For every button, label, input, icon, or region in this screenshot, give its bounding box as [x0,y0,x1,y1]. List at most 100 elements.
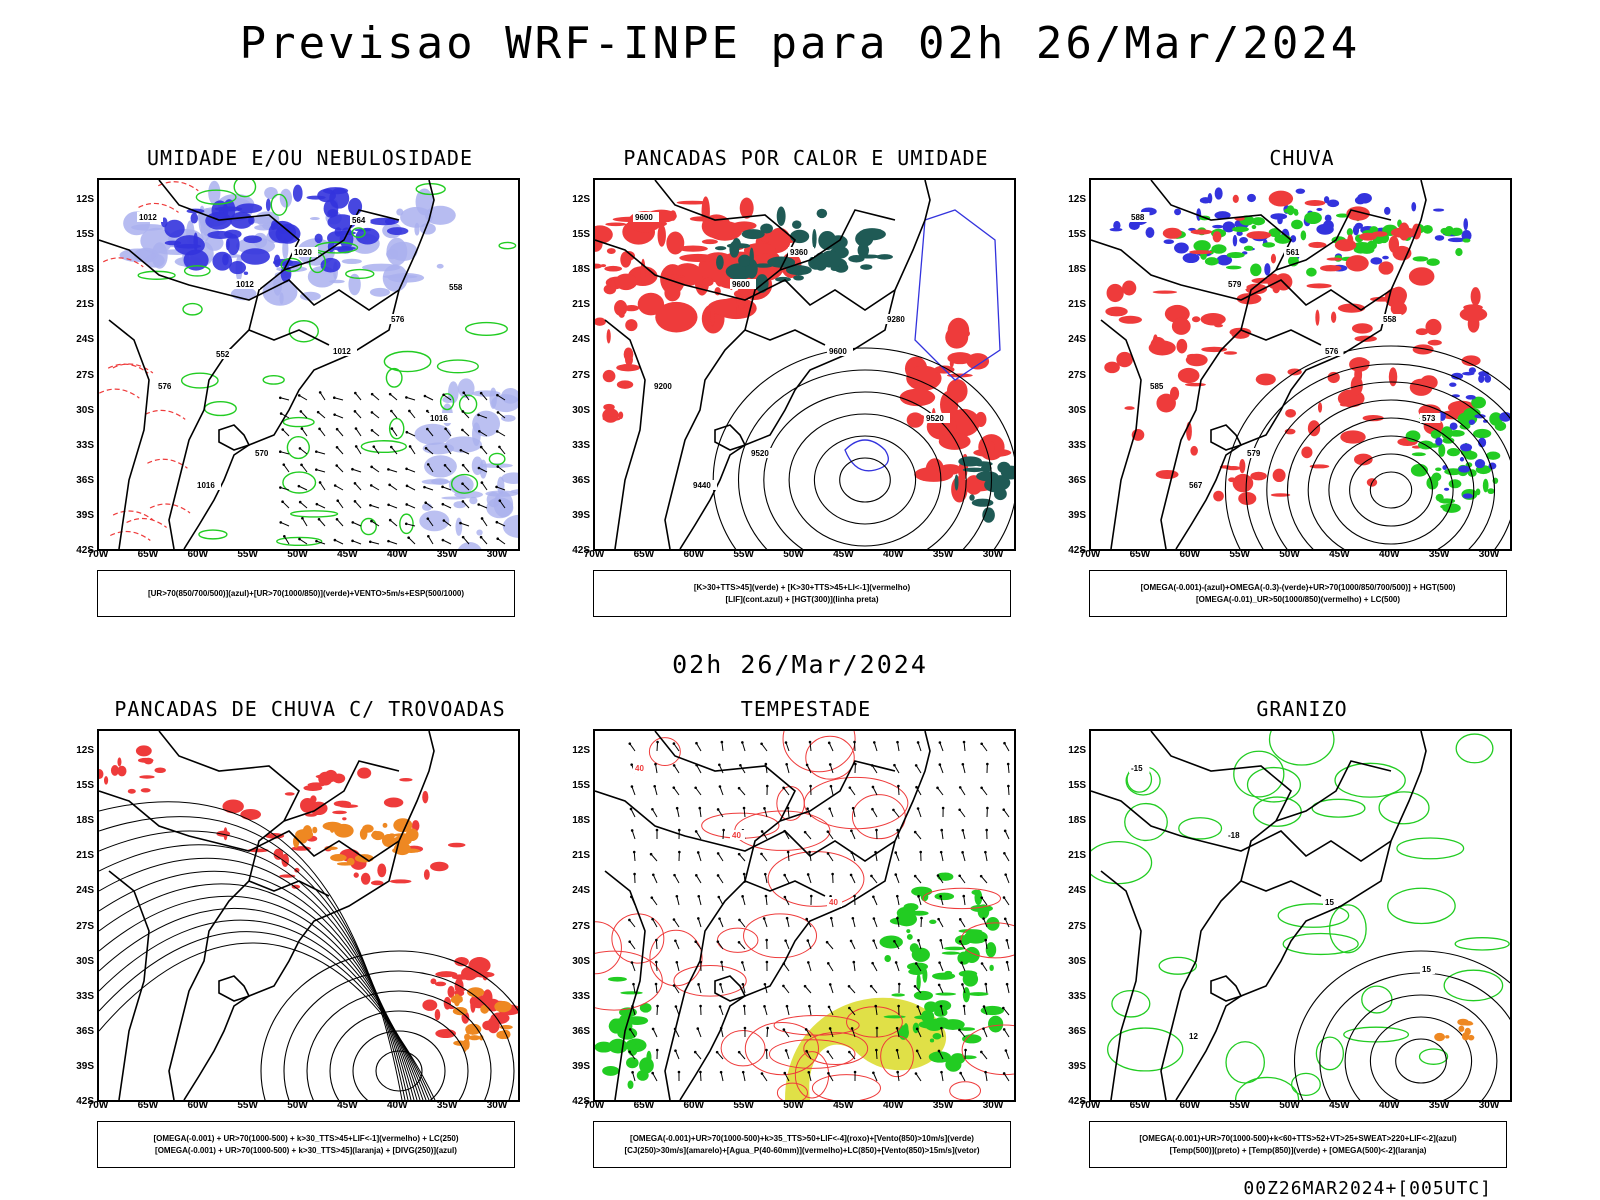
omega-blue [1295,188,1306,194]
omega-green [1300,230,1307,241]
wind-vector [426,427,429,431]
instability-teal [978,499,991,505]
wind-vector [941,1072,944,1082]
wind-vector [939,962,944,972]
wind-vector [941,806,945,810]
wind850-green [607,976,627,982]
contour-label-bg [350,215,371,225]
map-frame[interactable]: 40 40 40 [593,729,1016,1102]
map-frame[interactable] [97,729,520,1102]
wind-vector [462,391,466,395]
humidity-blue-light [441,496,467,500]
omega-blue [1478,374,1485,384]
wind-vector [480,392,488,401]
contour-label: 9360 [790,248,808,257]
wind-vector [807,961,810,964]
wind-vector [676,808,680,818]
thunder-red [240,808,262,820]
map-canvas: 1012101210121016101610205765765705645585… [99,180,518,549]
thunder-red [154,767,166,774]
contour-label: 1012 [139,213,157,222]
wind850-green [958,970,978,978]
wind-vector [674,1005,678,1008]
state-border [283,209,400,271]
humidity-green-contour [458,394,478,414]
wind-vector [336,499,340,503]
thunder-red [422,790,429,804]
humidity-green-contour [282,471,317,494]
contour-label: 15 [1422,965,1431,974]
pw-red-contour [649,929,703,987]
map-frame[interactable]: 1012 1012 1012 1016 1016 1020 576 576 570 564 558 5… [97,178,520,551]
omega-blue [1447,237,1466,243]
omega-red [1250,471,1267,481]
omega-red [1219,465,1232,469]
wind-vector [849,787,856,796]
wind-vector [335,445,339,449]
thunder-red [383,797,404,808]
temp850-contour [1246,766,1301,803]
wind-vector [629,743,636,752]
humidity-blue-light [254,224,273,231]
wind-vector [389,519,398,527]
omega-green [1411,452,1426,457]
omega-green [1412,256,1429,262]
lat-tick-label: 36S [1068,1025,1086,1037]
wind-vector [960,961,963,964]
contour-label-bg [1323,346,1344,356]
omega-green [1243,245,1254,251]
lon-tick-label: 60W [683,1100,705,1111]
instability-teal [958,456,983,467]
contour-label: 579 [1247,449,1261,458]
wind850-green [906,933,913,940]
wind-vector [477,466,481,470]
wind-vector [872,786,878,796]
lat-tick-label: 27S [1068,920,1086,932]
wind-vector [694,830,698,833]
wind-vector [805,1029,812,1038]
wind-vector [496,537,500,541]
pw-red-contour [846,1006,903,1038]
wind-vector [850,940,856,950]
wind-vector [317,517,321,521]
temp850-contour [1454,937,1510,951]
map-frame[interactable]: 588 579 576 573 567 561 558 585 579 [1089,178,1512,551]
omega-blue [1316,207,1323,212]
omega-red [1330,311,1337,323]
humidity-green-contour [286,435,310,460]
map-frame[interactable]: 9600 9600 9600 9520 9440 9360 9280 9200 9520 [593,178,1016,551]
wind-vector [405,430,409,434]
wind-vector [354,482,362,491]
wind-vector [497,394,506,401]
wind-vector [831,872,834,876]
wind-vector [959,1029,966,1038]
omega-green [1272,229,1281,238]
forecast-run-label: 00Z26MAR2024+[005UTC] [1243,1178,1492,1199]
wind-vector [388,540,398,545]
omega-red [1232,473,1254,493]
wind-vector [406,485,416,491]
wind-vector [913,830,917,834]
contour-label-bg [195,480,221,490]
map-frame[interactable]: -15 -18 15 15 12 [1089,729,1512,1102]
thunder-red [137,757,154,763]
thunder-orange [382,822,388,828]
humidity-blue [207,230,234,239]
wind-vector [875,1026,879,1030]
wind-vector [761,1073,768,1082]
lat-tick-label: 30S [572,404,590,416]
lat-tick-label: 33S [572,439,590,451]
humidity-green-contour [203,400,237,417]
wind-vector [963,896,966,906]
omega-green [1291,219,1303,230]
hgt300-contour [737,369,993,549]
wind-vector [388,483,391,487]
wind-vector [738,787,746,796]
wind-vector [896,1070,899,1074]
wind850-green [944,970,953,976]
wind-vector [425,447,434,455]
humidity-blue-light [369,287,390,297]
wind-vector [959,809,966,818]
humidity-blue [214,206,243,212]
humidity-blue-light [424,455,457,478]
